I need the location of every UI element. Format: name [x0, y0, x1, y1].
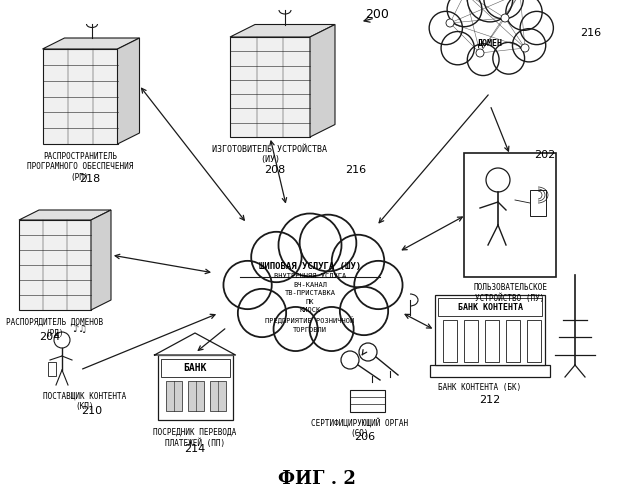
Circle shape: [506, 0, 542, 30]
Text: БАНК КОНТЕНТА: БАНК КОНТЕНТА: [457, 302, 523, 312]
Text: ПОСТАВЩИК КОНТЕНТА
(КП): ПОСТАВЩИК КОНТЕНТА (КП): [43, 392, 126, 411]
Text: БАНК КОНТЕНТА (БК): БАНК КОНТЕНТА (БК): [438, 383, 521, 392]
Text: ДОМЕН: ДОМЕН: [478, 38, 502, 48]
Circle shape: [493, 42, 525, 74]
Circle shape: [476, 49, 484, 57]
Bar: [530, 190, 546, 216]
Text: 212: 212: [479, 395, 500, 405]
Polygon shape: [117, 38, 140, 144]
Text: СЕРТИФИЦИРУЮЩИЙ ОРГАН
(СО): СЕРТИФИЦИРУЮЩИЙ ОРГАН (СО): [311, 418, 408, 438]
Circle shape: [341, 351, 359, 369]
Circle shape: [521, 44, 529, 52]
Polygon shape: [230, 37, 310, 137]
Polygon shape: [154, 333, 236, 355]
Circle shape: [512, 28, 545, 62]
Text: ШИПОВАЯ УСЛУГА (ШУ): ШИПОВАЯ УСЛУГА (ШУ): [259, 262, 361, 272]
Text: ИЗГОТОВИТЕЛЬ УСТРОЙСТВА
(ИУ): ИЗГОТОВИТЕЛЬ УСТРОЙСТВА (ИУ): [213, 145, 328, 165]
Text: БАНК: БАНК: [184, 363, 207, 373]
Bar: [166, 381, 182, 411]
Text: ПОЛЬЗОВАТЕЛЬСКОЕ
УСТРОЙСТВО (ПУ): ПОЛЬЗОВАТЕЛЬСКОЕ УСТРОЙСТВО (ПУ): [473, 283, 547, 303]
Bar: [485, 320, 499, 362]
Text: РАСПОРЯДИТЕЛЬ ДОМЕНОВ
(РД): РАСПОРЯДИТЕЛЬ ДОМЕНОВ (РД): [6, 318, 104, 338]
Bar: [438, 298, 542, 316]
Circle shape: [447, 0, 482, 26]
Polygon shape: [43, 38, 140, 49]
Circle shape: [520, 12, 553, 44]
Polygon shape: [19, 210, 111, 220]
Text: 216: 216: [345, 165, 366, 175]
Text: 210: 210: [81, 406, 103, 416]
Circle shape: [359, 343, 377, 361]
Circle shape: [486, 168, 510, 192]
Circle shape: [331, 235, 384, 287]
Text: 200: 200: [365, 8, 389, 22]
Bar: [48, 362, 56, 376]
Circle shape: [54, 332, 70, 348]
Circle shape: [441, 32, 474, 65]
Text: РАСПРОСТРАНИТЕЛЬ
ПРОГРАМНОГО ОБЕСПЕЧЕНИЯ
(РП): РАСПРОСТРАНИТЕЛЬ ПРОГРАМНОГО ОБЕСПЕЧЕНИЯ…: [27, 152, 133, 182]
Text: 204: 204: [39, 332, 60, 342]
FancyBboxPatch shape: [464, 153, 556, 277]
Circle shape: [251, 232, 302, 282]
Circle shape: [429, 12, 462, 44]
Text: 216: 216: [580, 28, 601, 38]
Bar: [161, 359, 229, 377]
Text: ♪♫: ♪♫: [72, 324, 87, 334]
Text: 208: 208: [264, 165, 286, 175]
Bar: [506, 320, 520, 362]
Polygon shape: [19, 220, 91, 310]
Bar: [443, 320, 457, 362]
Circle shape: [354, 261, 403, 309]
Text: 218: 218: [79, 174, 100, 184]
Polygon shape: [91, 210, 111, 310]
Text: ВНУТРЕННЯЯ УСЛУГА
ВЧ-КАНАЛ
ТВ-ПРИСТАВКА
ПК
КИОСК
ПРЕДПРИЯТИЕ РОЗНИЧНОЙ
ТОРГОВЛИ: ВНУТРЕННЯЯ УСЛУГА ВЧ-КАНАЛ ТВ-ПРИСТАВКА …: [265, 273, 354, 333]
Circle shape: [309, 307, 354, 351]
Bar: [157, 355, 232, 420]
Bar: [464, 320, 478, 362]
Circle shape: [484, 0, 523, 19]
Text: ФИГ . 2: ФИГ . 2: [278, 470, 356, 488]
Bar: [187, 381, 203, 411]
Polygon shape: [310, 24, 335, 137]
Polygon shape: [230, 24, 335, 37]
Circle shape: [224, 261, 272, 309]
Polygon shape: [43, 49, 117, 144]
Text: 206: 206: [354, 432, 375, 442]
Circle shape: [274, 307, 318, 351]
Circle shape: [300, 214, 356, 272]
Circle shape: [467, 44, 499, 76]
Circle shape: [238, 289, 286, 337]
Circle shape: [501, 14, 509, 22]
Bar: [350, 390, 385, 412]
Circle shape: [279, 214, 342, 276]
Text: 214: 214: [184, 444, 206, 454]
Circle shape: [446, 19, 454, 27]
Bar: [430, 365, 550, 377]
Circle shape: [467, 0, 512, 22]
Text: 202: 202: [535, 150, 556, 160]
Bar: [435, 295, 545, 365]
Text: ПОСРЕДНИК ПЕРЕВОДА
ПЛАТЕЖЕЙ (ПП): ПОСРЕДНИК ПЕРЕВОДА ПЛАТЕЖЕЙ (ПП): [154, 428, 237, 448]
Circle shape: [340, 287, 388, 335]
Bar: [527, 320, 541, 362]
Bar: [210, 381, 225, 411]
